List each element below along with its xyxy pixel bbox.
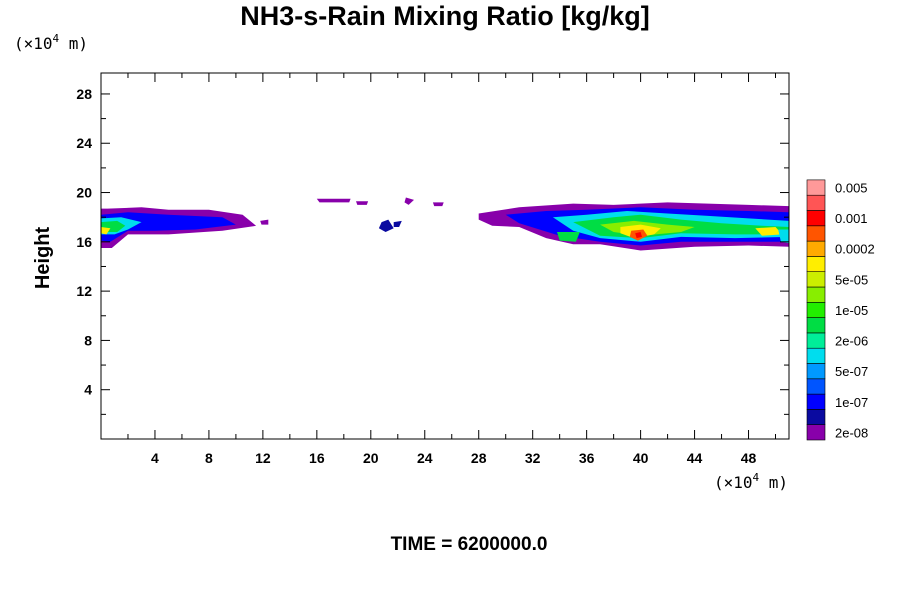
colorbar-label: 2e-08	[835, 425, 868, 440]
y-tick-label: 4	[84, 382, 92, 398]
contour-region-9	[432, 202, 444, 207]
colorbar-swatch	[806, 256, 826, 272]
y-tick-label: 20	[76, 185, 92, 201]
x-tick-label: 12	[255, 450, 271, 466]
colorbar-swatch	[806, 210, 826, 227]
y-tick-label: 8	[84, 332, 92, 348]
x-tick-label: 4	[151, 450, 159, 466]
contour-region-6	[316, 198, 351, 203]
colorbar-swatch	[806, 301, 826, 318]
x-tick-label: 48	[741, 450, 757, 466]
x-tick-label: 20	[363, 450, 379, 466]
contour-region-4	[101, 227, 111, 235]
y-tick-label: 28	[76, 86, 92, 102]
colorbar-swatch	[806, 378, 826, 395]
colorbar-swatch	[806, 317, 826, 334]
contour-regions	[101, 197, 789, 251]
x-tick-label: 36	[579, 450, 595, 466]
colorbar-swatch	[806, 179, 826, 196]
y-tick-label: 16	[76, 234, 92, 250]
x-axis-unit: (×104 m)	[714, 471, 788, 492]
colorbar-swatch	[806, 393, 826, 410]
x-tick-label: 16	[309, 450, 325, 466]
colorbar-swatch	[806, 347, 826, 364]
contour-region-1	[101, 212, 236, 242]
colorbar-label: 2e-06	[835, 334, 868, 349]
contour-region-5	[260, 219, 269, 225]
colorbar-swatch	[806, 332, 826, 349]
colorbar-label: 5e-07	[835, 364, 868, 379]
x-tick-label: 8	[205, 450, 213, 466]
contour-region-8	[404, 197, 414, 205]
colorbar-swatch	[806, 363, 826, 380]
y-tick-label: 24	[76, 135, 92, 151]
chart-title: NH3-s-Rain Mixing Ratio [kg/kg]	[240, 1, 650, 31]
colorbar-label: 0.005	[835, 181, 868, 196]
y-tick-label: 12	[76, 283, 92, 299]
contour-region-20	[755, 227, 783, 236]
colorbar-swatch	[806, 225, 826, 242]
colorbar-label: 1e-05	[835, 303, 868, 318]
y-axis-unit: (×104 m)	[14, 32, 88, 53]
x-tick-label: 32	[525, 450, 541, 466]
x-tick-label: 44	[687, 450, 703, 466]
colorbar-label: 0.0002	[835, 242, 875, 257]
contour-region-10	[378, 219, 394, 232]
colorbar-swatch	[806, 240, 826, 257]
colorbar-swatch	[806, 271, 826, 288]
colorbar-label: 1e-07	[835, 395, 868, 410]
colorbar-swatch	[806, 194, 826, 211]
colorbar-label: 0.001	[835, 211, 868, 226]
colorbar-swatch	[806, 409, 826, 425]
x-tick-label: 24	[417, 450, 433, 466]
colorbar-label: 5e-05	[835, 272, 868, 287]
contour-region-21	[557, 232, 580, 242]
colorbar: 2e-08 1e-07 5e-07 2e-06 1e-05 5e-05 0.0002 0.00…	[806, 179, 875, 441]
contour-region-22	[778, 229, 789, 244]
colorbar-swatch	[806, 286, 826, 303]
x-tick-label: 28	[471, 450, 487, 466]
colorbar-swatch	[806, 424, 826, 441]
y-axis-label: Height	[32, 227, 54, 290]
x-tick-label: 40	[633, 450, 649, 466]
time-label: TIME = 6200000.0	[391, 534, 548, 555]
contour-region-11	[393, 220, 402, 227]
plot-frame	[100, 72, 790, 440]
contour-region-7	[356, 201, 369, 205]
contour-region-19	[635, 232, 642, 239]
